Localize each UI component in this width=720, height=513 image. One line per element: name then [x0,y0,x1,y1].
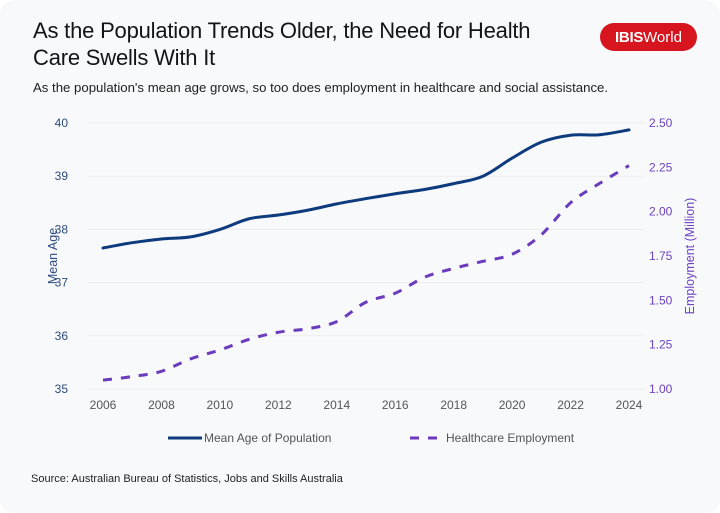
x-tick-label: 2020 [499,398,526,412]
series-lines [101,128,631,382]
x-tick-label: 2008 [148,398,175,412]
y-right-tick-label: 1.50 [649,293,673,307]
legend: Mean Age of Population Healthcare Employ… [168,431,575,445]
ibisworld-logo: IBIS World [600,23,697,51]
series-line-mean-age [101,128,631,250]
x-tick-label: 2010 [207,398,234,412]
y-left-tick-label: 39 [55,169,69,183]
y-axis-right-title: Employment (Million) [683,198,697,315]
y-left-tick-label: 37 [55,276,69,290]
y-left-tick-label: 35 [55,382,69,396]
legend-label-mean-age: Mean Age of Population [204,431,331,445]
y-right-tick-label: 2.50 [649,116,673,130]
y-left-tick-label: 36 [55,329,69,343]
x-tick-label: 2018 [440,398,467,412]
x-tick-label: 2014 [323,398,350,412]
x-tick-label: 2024 [616,398,643,412]
x-tick-label: 2006 [90,398,117,412]
y-right-tick-label: 1.75 [649,249,673,263]
x-axis: 2006 2008 2010 2012 2014 2016 2018 2020 2022 2024 [90,398,643,412]
y-right-tick-label: 2.25 [649,160,673,174]
y-left-tick-label: 40 [55,116,69,130]
chart-subtitle: As the population's mean age grows, so t… [33,80,609,95]
y-axis-left-title: Mean Age [46,228,60,284]
y-right-tick-label: 1.00 [649,382,673,396]
y-left-tick-label: 38 [55,222,69,236]
logo-regular-text: World [643,28,682,46]
source-note: Source: Australian Bureau of Statistics,… [31,473,343,485]
x-tick-label: 2012 [265,398,292,412]
y-right-tick-label: 1.25 [649,338,673,352]
x-tick-label: 2022 [557,398,584,412]
gridlines [88,122,644,390]
legend-label-employment: Healthcare Employment [446,431,575,445]
y-axis-left: 35 36 37 38 39 40 [55,116,69,396]
chart-title: As the Population Trends Older, the Need… [33,18,531,70]
y-axis-right: 1.00 1.25 1.50 1.75 2.00 2.25 2.50 [649,116,673,396]
x-tick-label: 2016 [382,398,409,412]
y-right-tick-label: 2.00 [649,205,673,219]
logo-bold-text: IBIS [615,28,644,46]
series-line-healthcare-employment [102,164,630,382]
